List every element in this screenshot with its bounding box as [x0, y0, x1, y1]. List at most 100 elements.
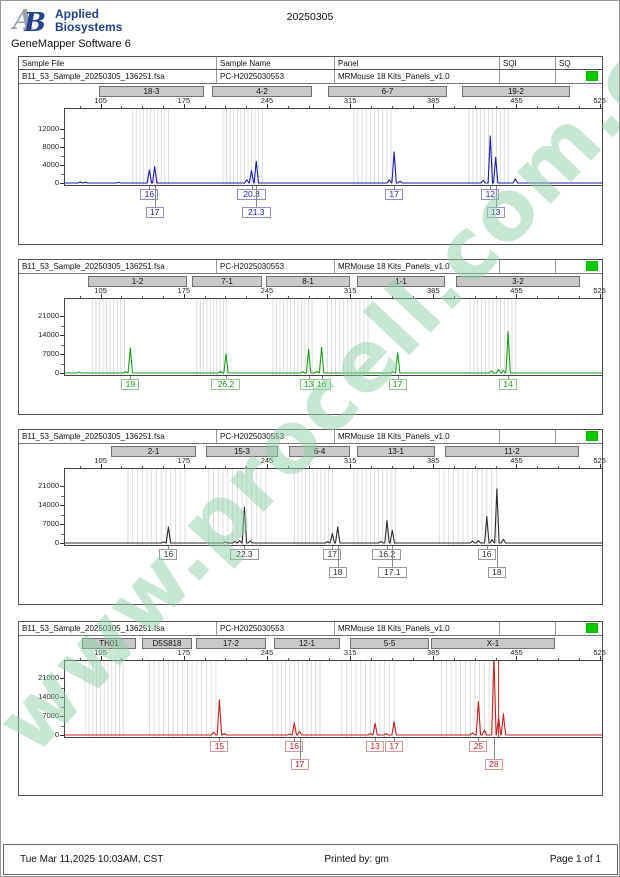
- x-minor-tick: [370, 296, 372, 298]
- sq-cell: [555, 622, 602, 635]
- x-minor-tick: [578, 466, 580, 468]
- x-minor-tick: [142, 658, 144, 660]
- panel-cell: MRMouse 18 Kits_Panels_v1.0: [334, 430, 499, 443]
- y-tick-label: 7000: [42, 349, 59, 359]
- marker-bin-box: 18-3: [99, 86, 204, 97]
- allele-label: 17: [145, 207, 164, 218]
- software-name: GeneMapper Software 6: [11, 38, 131, 50]
- x-tick-mark: [183, 104, 185, 108]
- y-tick-mark: [60, 373, 64, 374]
- y-minor-tick: [61, 706, 64, 708]
- x-minor-tick: [454, 106, 456, 108]
- electropherogram-plot: [64, 468, 603, 546]
- x-tick-mark: [266, 294, 268, 298]
- sq-cell: [555, 430, 602, 443]
- table-header-row: Sample File Sample Name Panel SQI SQ: [18, 56, 603, 71]
- footer-timestamp: Tue Mar 11,2025 10:03AM, CST: [20, 854, 164, 865]
- x-minor-tick: [412, 658, 414, 660]
- x-minor-tick: [474, 658, 476, 660]
- x-tick-mark: [516, 656, 518, 660]
- x-tick-mark: [516, 294, 518, 298]
- x-tick-label: 525: [593, 648, 606, 657]
- allele-label: 16: [477, 549, 496, 560]
- y-minor-tick: [61, 533, 64, 535]
- y-minor-tick: [61, 495, 64, 497]
- x-minor-tick: [225, 658, 227, 660]
- x-minor-tick: [454, 658, 456, 660]
- allele-label: 17: [385, 741, 404, 752]
- y-tick-label: 21000: [38, 481, 59, 491]
- y-tick-label: 7000: [42, 519, 59, 529]
- page-footer: Tue Mar 11,2025 10:03AM, CST Printed by:…: [3, 844, 618, 875]
- y-minor-tick: [61, 687, 64, 689]
- trace-path: [65, 661, 602, 736]
- x-minor-tick: [225, 296, 227, 298]
- x-tick-label: 245: [260, 96, 274, 105]
- electropherogram-plot: [64, 298, 603, 376]
- allele-label: 22.3: [229, 549, 259, 560]
- y-tick-mark: [60, 183, 64, 184]
- panel-cell: MRMouse 18 Kits_Panels_v1.0: [334, 260, 499, 273]
- y-tick-mark: [60, 505, 64, 507]
- marker-bin-box: 1-2: [88, 276, 187, 287]
- x-tick-label: 245: [260, 286, 274, 295]
- allele-leader-line: [486, 546, 488, 549]
- x-tick-mark: [599, 294, 601, 298]
- allele-label: 21.3: [241, 207, 271, 218]
- allele-leader-line: [251, 186, 253, 189]
- x-tick-mark: [516, 104, 518, 108]
- marker-bin-box: X-1: [431, 638, 555, 649]
- x-tick-mark: [516, 464, 518, 468]
- x-minor-tick: [370, 658, 372, 660]
- x-minor-tick: [454, 296, 456, 298]
- electropherogram-plot: [64, 660, 603, 738]
- x-tick-label: 175: [177, 456, 191, 465]
- x-minor-tick: [558, 296, 560, 298]
- y-tick-mark: [60, 697, 64, 699]
- sample-group: B11_53_Sample_20250305_136251.fsa PC-H202…: [18, 259, 606, 415]
- x-minor-tick: [474, 466, 476, 468]
- allele-label: 13: [486, 207, 505, 218]
- footer-page-number: Page 1 of 1: [549, 854, 601, 865]
- sample-name-cell: PC-H2025030553: [216, 430, 334, 443]
- x-minor-tick: [495, 296, 497, 298]
- x-tick-label: 525: [593, 286, 606, 295]
- allele-label: 15: [210, 741, 229, 752]
- allele-leader-line: [392, 546, 394, 567]
- panel-cell: MRMouse 18 Kits_Panels_v1.0: [334, 622, 499, 635]
- x-minor-tick: [287, 466, 289, 468]
- x-tick-label: 105: [94, 286, 107, 295]
- allele-label: 25: [469, 741, 488, 752]
- y-tick-label: 21000: [38, 673, 59, 683]
- allele-leader-line: [490, 186, 492, 189]
- y-tick-mark: [60, 543, 64, 544]
- electropherogram-svg: [65, 299, 602, 375]
- marker-bin-box: 13-1: [357, 446, 435, 457]
- x-minor-tick: [495, 658, 497, 660]
- x-minor-tick: [412, 466, 414, 468]
- x-minor-tick: [558, 658, 560, 660]
- x-tick-label: 315: [343, 96, 357, 105]
- y-tick-label: 21000: [38, 311, 59, 321]
- x-minor-tick: [246, 296, 248, 298]
- x-tick-mark: [266, 104, 268, 108]
- x-minor-tick: [225, 466, 227, 468]
- allele-label: 17: [385, 189, 404, 200]
- allele-label: 16: [312, 379, 331, 390]
- allele-label: 16.2: [372, 549, 402, 560]
- sample-name-cell: PC-H2025030553: [216, 622, 334, 635]
- marker-bin-box: 4-2: [212, 86, 312, 97]
- sample-name-cell: PC-H2025030553: [216, 70, 334, 83]
- sq-quality-square: [586, 431, 598, 441]
- x-tick-label: 105: [94, 648, 107, 657]
- x-tick-mark: [599, 104, 601, 108]
- sample-name-cell: PC-H2025030553: [216, 260, 334, 273]
- sample-info-row: B11_53_Sample_20250305_136251.fsa PC-H202…: [19, 622, 602, 636]
- allele-leader-line: [299, 738, 301, 759]
- x-minor-tick: [329, 296, 331, 298]
- x-minor-tick: [79, 106, 81, 108]
- x-tick-mark: [266, 656, 268, 660]
- x-tick-label: 315: [343, 456, 357, 465]
- y-minor-tick: [61, 725, 64, 727]
